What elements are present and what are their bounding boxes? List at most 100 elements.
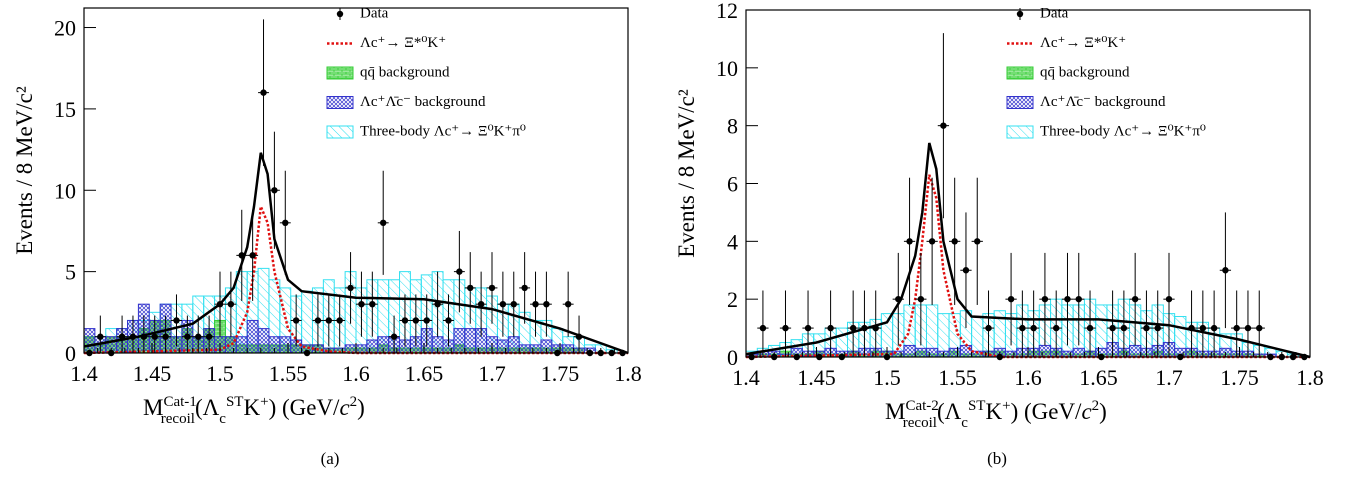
data-point <box>1086 324 1094 332</box>
x-axis-title-part: ST <box>226 394 244 410</box>
hist-bar <box>914 347 927 358</box>
hist-bar <box>496 339 509 354</box>
data-point <box>951 238 958 245</box>
data-point <box>434 300 441 308</box>
data-point <box>467 284 474 292</box>
x-tick-label: 1.45 <box>133 361 172 386</box>
hist-bar <box>257 328 270 354</box>
data-point <box>325 317 332 324</box>
data-point <box>532 300 539 308</box>
legend-label: qq̄ background <box>1040 64 1130 80</box>
data-point <box>238 252 245 259</box>
data-point <box>962 267 970 274</box>
data-point <box>118 333 126 340</box>
y-axis-title: Events / 8 MeV/c² <box>12 86 37 255</box>
data-point <box>1256 324 1263 332</box>
data-point <box>861 324 868 332</box>
x-axis-title-part: c <box>961 415 968 431</box>
data-point <box>1154 324 1161 332</box>
legend-marker <box>326 96 354 109</box>
x-axis-title-part: (Λ <box>195 395 220 420</box>
data-point <box>1131 295 1139 303</box>
data-point <box>216 300 224 308</box>
y-tick-label: 15 <box>54 97 76 122</box>
data-point <box>314 317 322 324</box>
data-point <box>184 333 191 340</box>
data-point <box>380 219 387 227</box>
x-axis-title-part: M <box>143 395 163 420</box>
data-point <box>928 238 936 245</box>
y-tick-label: 0 <box>65 341 76 366</box>
data-point <box>849 324 857 332</box>
x-axis-title-part: Cat-1 <box>163 394 196 410</box>
data-point <box>282 219 289 227</box>
data-point <box>872 324 879 332</box>
x-axis-title-part: c <box>219 411 226 427</box>
data-point <box>195 333 202 340</box>
x-tick-label: 1.65 <box>1079 365 1118 390</box>
data-point <box>227 300 235 308</box>
data-point <box>906 238 913 245</box>
legend-label: Λc⁺Λ̄c⁻ background <box>1040 94 1166 110</box>
x-tick-label: 1.55 <box>269 361 308 386</box>
signal-curve <box>745 174 1310 359</box>
y-tick-label: 5 <box>65 260 76 285</box>
x-tick-label: 1.7 <box>478 361 506 386</box>
data-point <box>1075 295 1082 303</box>
caption: (b) <box>987 449 1007 468</box>
data-point <box>456 268 463 275</box>
x-axis-title-part: recoil <box>161 411 195 427</box>
x-tick-label: 1.4 <box>732 365 760 390</box>
data-point <box>804 324 812 332</box>
legend-label: Three-body Λc⁺→ Ξ⁰K⁺π⁰ <box>360 123 526 139</box>
panel: Data Λc⁺→ Ξ*⁰K⁺ qq̄ background Λc⁺Λ̄c⁻ back… <box>12 5 642 468</box>
x-tick-label: 1.8 <box>614 361 642 386</box>
legend-label: Data <box>1040 5 1069 21</box>
data-point <box>499 300 507 308</box>
legend-label: Three-body Λc⁺→ Ξ⁰K⁺π⁰ <box>1040 123 1206 139</box>
data-point <box>336 317 343 324</box>
data-point <box>129 333 137 340</box>
x-axis-title-part: K <box>985 399 1002 424</box>
legend-marker <box>1006 96 1034 109</box>
hist-bar <box>529 344 542 354</box>
x-tick-label: 1.7 <box>1155 365 1183 390</box>
x-tick-label: 1.4 <box>70 361 98 386</box>
x-axis-title-part: M <box>885 399 905 424</box>
x-tick-label: 1.5 <box>206 361 234 386</box>
data-point <box>260 89 267 96</box>
data-point <box>162 333 169 340</box>
x-tick-label: 1.55 <box>938 365 977 390</box>
data-point <box>292 317 300 324</box>
data-point <box>1019 324 1026 332</box>
x-axis-title: MCat-1 recoil(ΛcSTK+) (GeV/c2) <box>143 394 365 427</box>
data-point <box>1188 324 1195 332</box>
legend-label: Λc⁺→ Ξ*⁰K⁺ <box>360 35 446 51</box>
y-tick-label: 6 <box>727 172 738 197</box>
hist-bar <box>948 347 961 358</box>
hist-bar <box>1072 347 1085 358</box>
data-point <box>412 317 420 324</box>
y-tick-label: 10 <box>54 178 76 203</box>
x-tick-label: 1.75 <box>1220 365 1259 390</box>
data-point <box>140 333 148 340</box>
fit-curve <box>745 142 1311 359</box>
y-tick-label: 8 <box>727 114 738 139</box>
x-axis-title-part: K <box>243 395 260 420</box>
data-point <box>1064 295 1071 303</box>
legend-label: Λc⁺→ Ξ*⁰K⁺ <box>1040 35 1126 51</box>
x-axis-title-part: + <box>260 394 268 410</box>
hist-bar <box>925 347 939 358</box>
data-point <box>782 324 789 332</box>
x-tick-label: 1.75 <box>541 361 580 386</box>
data-point <box>1120 324 1128 332</box>
data-point <box>358 300 365 308</box>
x-axis-title-part: ST <box>968 398 986 414</box>
data-point <box>985 324 992 332</box>
legend-marker <box>326 125 354 139</box>
y-tick-label: 2 <box>727 287 738 312</box>
data-point <box>1233 324 1240 332</box>
data-point <box>827 324 834 332</box>
data-point <box>369 300 376 308</box>
panel: Data Λc⁺→ Ξ*⁰K⁺ qq̄ background Λc⁺Λ̄c⁻ back… <box>674 0 1324 468</box>
